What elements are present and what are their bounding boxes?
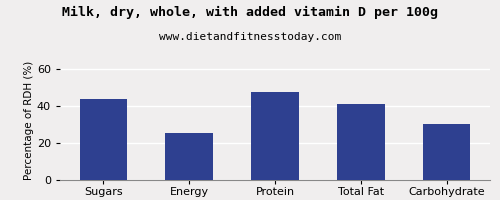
Text: Milk, dry, whole, with added vitamin D per 100g: Milk, dry, whole, with added vitamin D p… — [62, 6, 438, 19]
Bar — [166, 133, 212, 180]
Bar — [338, 104, 384, 180]
Bar — [252, 92, 298, 180]
Bar — [423, 124, 470, 180]
Bar — [80, 99, 127, 180]
Text: www.dietandfitnesstoday.com: www.dietandfitnesstoday.com — [159, 32, 341, 42]
Y-axis label: Percentage of RDH (%): Percentage of RDH (%) — [24, 60, 34, 180]
